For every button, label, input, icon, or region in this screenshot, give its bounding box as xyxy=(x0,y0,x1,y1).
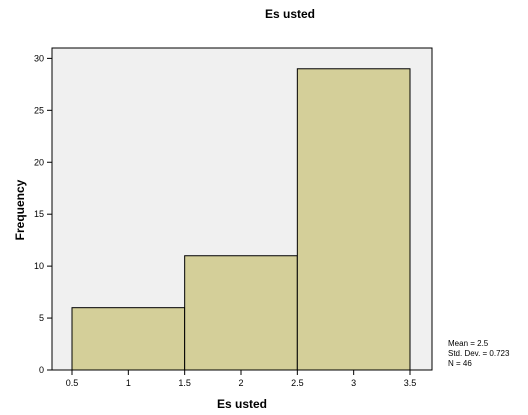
x-tick-label: 2.5 xyxy=(291,378,304,388)
y-axis: 0 5 10 15 20 25 30 xyxy=(34,53,52,375)
stats-std-dev: Std. Dev. = 0.723 xyxy=(448,349,510,358)
x-tick-label: 2 xyxy=(238,378,243,388)
y-tick-label: 15 xyxy=(34,209,44,219)
histogram-bar-2 xyxy=(184,255,298,371)
y-axis-label: Frequency xyxy=(13,179,27,240)
y-tick-label: 25 xyxy=(34,105,44,115)
y-tick-label: 20 xyxy=(34,157,44,167)
stats-mean: Mean = 2.5 xyxy=(448,339,489,348)
bars-group xyxy=(71,68,411,371)
x-tick-label: 3.5 xyxy=(404,378,417,388)
histogram-bar-3 xyxy=(296,68,411,371)
x-tick-label: 1.5 xyxy=(178,378,191,388)
x-tick-label: 1 xyxy=(126,378,131,388)
x-tick-label: 0.5 xyxy=(66,378,79,388)
x-axis: 0.5 1 1.5 2 2.5 3 3.5 xyxy=(66,370,417,388)
y-tick-label: 0 xyxy=(39,365,44,375)
y-tick-label: 5 xyxy=(39,313,44,323)
y-tick-label: 30 xyxy=(34,53,44,63)
x-tick-label: 3 xyxy=(351,378,356,388)
stats-n: N = 46 xyxy=(448,359,472,368)
x-axis-label: Es usted xyxy=(217,397,267,411)
y-tick-label: 10 xyxy=(34,261,44,271)
chart-title: Es usted xyxy=(265,7,315,21)
histogram-bar-1 xyxy=(71,307,186,371)
